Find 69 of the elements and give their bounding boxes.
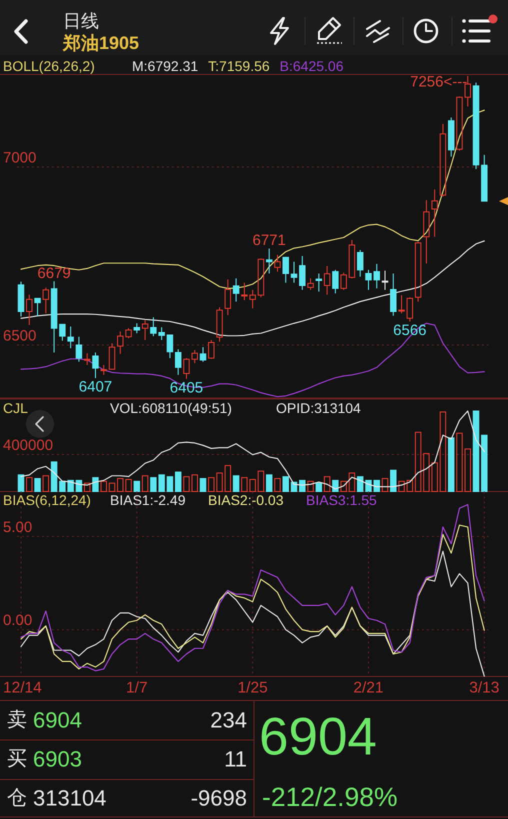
bar xyxy=(282,476,289,492)
bar xyxy=(374,480,380,492)
bar xyxy=(108,482,116,492)
x-tick-label: 3/13 xyxy=(469,680,500,696)
text: 日线 xyxy=(63,11,99,31)
text: T:7159.56 xyxy=(208,58,270,74)
text: -212/2.98% xyxy=(262,782,398,812)
bar xyxy=(34,478,41,492)
bar xyxy=(232,475,240,492)
bar xyxy=(274,478,281,492)
chart-title: BIAS(6,12,24) xyxy=(3,492,91,508)
bar xyxy=(100,480,107,492)
bar xyxy=(42,475,50,492)
text: 313104 xyxy=(33,786,106,810)
annotation: 6771 xyxy=(252,232,286,250)
x-tick-label: 1/7 xyxy=(126,680,148,696)
bar xyxy=(174,472,182,492)
bar xyxy=(125,478,132,492)
bar xyxy=(117,478,124,492)
bar xyxy=(307,480,314,492)
annotation: 6679 xyxy=(37,264,71,282)
y-tick-label: 7000 xyxy=(3,150,36,166)
bar xyxy=(183,476,190,492)
y-tick-label: 0.00 xyxy=(3,612,32,630)
bar xyxy=(134,480,140,492)
text: B:6425.06 xyxy=(280,58,344,74)
x-tick-label: 1/25 xyxy=(238,680,268,696)
bar xyxy=(382,478,388,492)
bar xyxy=(26,477,33,492)
y-tick-label: 400000 xyxy=(3,437,54,454)
bar xyxy=(150,477,157,492)
bar xyxy=(192,474,198,492)
bar xyxy=(448,437,454,492)
text: 6904 xyxy=(259,708,377,766)
bar xyxy=(142,475,148,492)
text: BIAS1:-2.49 xyxy=(110,492,186,508)
chart-title: BOLL(26,26,2) xyxy=(3,58,95,74)
bar xyxy=(266,474,272,492)
annotation: VOL:608110(49:51) xyxy=(110,400,232,416)
text: 234 xyxy=(210,708,247,732)
bar xyxy=(324,476,330,492)
text: M:6792.31 xyxy=(132,58,198,74)
bar xyxy=(456,432,463,492)
bar xyxy=(241,477,248,492)
y-tick-label: 6500 xyxy=(3,328,36,344)
text: 郑油1905 xyxy=(62,33,140,53)
bar xyxy=(316,482,322,492)
text: 11 xyxy=(224,746,247,772)
y-tick-label: 5.00 xyxy=(3,518,32,536)
text: 买 xyxy=(7,748,27,770)
bar xyxy=(84,482,90,492)
text: 仓 xyxy=(7,787,27,809)
text: OPID:313104 xyxy=(276,400,362,416)
text: 6904 xyxy=(33,708,82,732)
bar xyxy=(92,477,99,492)
text: 6903 xyxy=(33,746,82,772)
x-tick-label: 2/21 xyxy=(353,680,384,696)
bar xyxy=(390,470,397,492)
bar xyxy=(208,477,215,492)
text: BIAS2:-0.03 xyxy=(208,492,284,508)
text: BIAS3:1.55 xyxy=(306,492,378,508)
bar xyxy=(464,448,471,492)
text: -9698 xyxy=(190,786,247,810)
bar xyxy=(200,478,206,492)
chart-title: CJL xyxy=(3,400,28,416)
text: 卖 xyxy=(7,709,27,731)
annotation: 6407 xyxy=(78,378,112,396)
annotation: 7256<--- xyxy=(410,73,468,90)
x-tick-label: 12/14 xyxy=(3,680,42,696)
